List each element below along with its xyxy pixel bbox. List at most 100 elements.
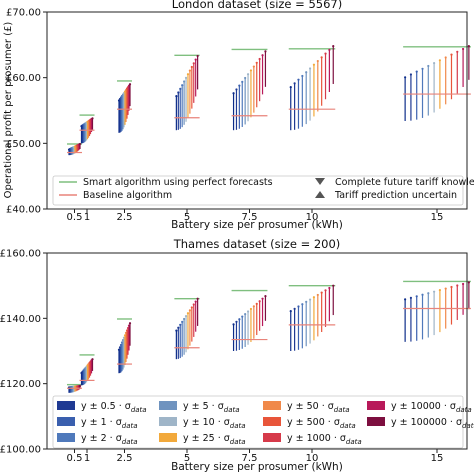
- interval-top-point: [196, 54, 199, 58]
- london-x-axis-label: Battery size per prosumer (kWh): [171, 219, 343, 231]
- interval-top-point: [175, 95, 178, 98]
- interval-top-point: [264, 295, 267, 298]
- y-tick-label: £70.00: [6, 8, 41, 19]
- interval-top-point: [241, 315, 244, 318]
- thames-axes: £100.00 £120.00 £140.00 £160.00 0.5 1 2.5 5 7.5 1…: [0, 249, 443, 465]
- interval-top-point: [177, 326, 180, 329]
- interval-top-point: [297, 305, 300, 308]
- legend-label: y ± 50 · σdata: [287, 401, 350, 414]
- y-tick-label: £120.00: [0, 379, 41, 390]
- legend-label: y ± 500 · σdata: [287, 417, 356, 430]
- legend-color-swatch: [367, 401, 385, 410]
- interval-top-point: [192, 303, 195, 306]
- interval-top-point: [427, 292, 430, 295]
- interval-top-point: [467, 45, 470, 48]
- x-tick-label: 10: [306, 212, 319, 223]
- interval-top-point: [421, 67, 424, 70]
- interval-top-point: [456, 284, 459, 287]
- london-marks: [67, 45, 471, 156]
- london-axes: £40.00 £50.00 £60.00 £70.00 0.5 1 2.5 5 7.5 10 15: [6, 8, 443, 224]
- interval-top-point: [332, 45, 335, 48]
- x-tick-label: 2.5: [117, 212, 133, 223]
- y-tick-label: £160.00: [0, 249, 41, 260]
- interval-top-point: [324, 289, 327, 292]
- interval-top-point: [128, 83, 132, 86]
- interval-top-point: [293, 82, 296, 85]
- x-tick-label: 15: [431, 212, 444, 223]
- interval-top-point: [305, 300, 308, 303]
- interval-top-point: [186, 73, 190, 76]
- interval-top-point: [258, 300, 261, 303]
- interval-top-point: [409, 73, 413, 76]
- interval-top-point: [444, 56, 447, 59]
- interval-top-point: [235, 88, 238, 91]
- thames-plot-frame: [46, 252, 468, 450]
- legend-color-swatch: [159, 433, 177, 442]
- interval-top-point: [181, 84, 184, 87]
- interval-top-point: [246, 73, 250, 76]
- interval-top-point: [238, 318, 241, 321]
- interval-top-point: [183, 80, 186, 83]
- interval-top-point: [91, 358, 94, 361]
- interval-top-point: [188, 69, 191, 72]
- interval-top-point: [258, 57, 261, 61]
- y-tick-label: £140.00: [0, 314, 41, 325]
- interval-top-point: [244, 76, 247, 80]
- interval-top-point: [404, 76, 407, 79]
- interval-top-point: [301, 303, 304, 306]
- interval-top-point: [78, 384, 82, 388]
- interval-top-point: [244, 312, 247, 316]
- interval-top-point: [409, 296, 413, 299]
- legend-color-swatch: [57, 433, 75, 442]
- legend-label: y ± 1000 · σdata: [287, 433, 362, 446]
- interval-top-point: [261, 54, 264, 57]
- thames-marks: [67, 280, 471, 393]
- interval-top-point: [444, 287, 447, 290]
- interval-top-point: [183, 317, 186, 321]
- legend-label: Complete future tariff knowledge: [335, 177, 474, 188]
- legend-label: y ± 10 · σdata: [183, 417, 246, 430]
- interval-top-point: [415, 295, 418, 298]
- interval-top-point: [427, 64, 430, 68]
- interval-top-point: [91, 117, 94, 120]
- interval-top-point: [184, 315, 188, 318]
- interval-top-point: [328, 48, 331, 51]
- interval-top-point: [238, 84, 241, 87]
- interval-top-point: [78, 142, 82, 146]
- london-title: London dataset (size = 5567): [172, 0, 342, 11]
- x-tick-label: 1: [84, 212, 90, 223]
- y-tick-label: £100.00: [0, 445, 41, 456]
- interval-top-point: [316, 59, 319, 63]
- interval-top-point: [255, 302, 258, 305]
- interval-top-point: [320, 291, 323, 294]
- thames-panel: Thames dataset (size = 200) y ± 0.5 · σd…: [0, 237, 474, 473]
- x-tick-label: 7.5: [242, 212, 258, 223]
- interval-top-point: [255, 61, 258, 64]
- x-tick-label: 0.5: [67, 212, 83, 223]
- interval-top-point: [312, 63, 316, 66]
- interval-top-point: [188, 309, 191, 312]
- interval-top-point: [179, 87, 182, 90]
- legend-color-swatch: [57, 401, 75, 410]
- down-triangle-icon: [315, 178, 325, 185]
- legend-label: y ± 1 · σdata: [81, 417, 138, 430]
- legend-label: y ± 10000 · σdata: [391, 401, 472, 414]
- x-tick-label: 5: [184, 212, 190, 223]
- legend-color-swatch: [159, 417, 177, 426]
- interval-top-point: [312, 296, 316, 299]
- interval-top-point: [438, 59, 441, 62]
- interval-top-point: [190, 65, 193, 69]
- interval-top-point: [289, 86, 292, 89]
- up-triangle-icon: [315, 191, 325, 198]
- interval-top-point: [289, 310, 292, 313]
- legend-color-swatch: [263, 433, 281, 442]
- interval-top-point: [246, 310, 250, 313]
- legend-label: y ± 0.5 · σdata: [81, 401, 147, 414]
- x-tick-label: 5: [184, 453, 190, 464]
- interval-top-point: [264, 50, 267, 53]
- interval-top-point: [293, 307, 296, 310]
- interval-top-point: [241, 80, 244, 83]
- legend-label: y ± 2 · σdata: [81, 433, 138, 446]
- thames-title: Thames dataset (size = 200): [173, 237, 341, 251]
- legend-color-swatch: [159, 401, 177, 410]
